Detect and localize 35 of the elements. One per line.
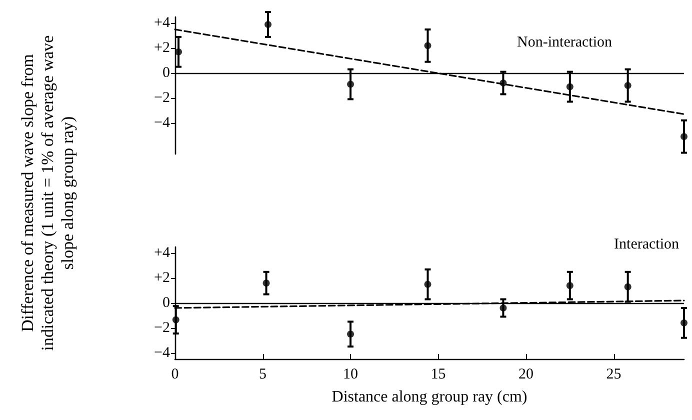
point xyxy=(347,330,354,338)
point xyxy=(500,80,507,87)
point xyxy=(566,83,574,90)
point xyxy=(624,283,632,290)
x-tick-label: 10 xyxy=(343,366,358,382)
point xyxy=(172,316,180,324)
y-axis-title: Difference of measured wave slope from indicated theory (1 unit = 1% of average wave slope along group ray) xyxy=(18,34,78,353)
y-tick-label: +2 xyxy=(154,40,170,56)
point xyxy=(424,280,432,288)
x-tick-label: 25 xyxy=(606,366,622,382)
text: Non-interaction xyxy=(517,34,612,50)
y-tick-label: 0 xyxy=(162,295,170,311)
point xyxy=(500,304,507,312)
y-tick-label: −2 xyxy=(154,90,170,106)
point xyxy=(175,48,182,56)
point xyxy=(624,82,632,89)
point xyxy=(424,42,432,50)
y-tick-label: +2 xyxy=(154,270,170,286)
x-axis-title: Distance along group ray (cm) xyxy=(332,388,528,406)
chart-title: Interaction xyxy=(614,236,680,252)
point xyxy=(264,20,272,28)
point xyxy=(680,319,688,326)
y-tick-label: −4 xyxy=(154,344,170,361)
y-tick-label: 0 xyxy=(162,65,170,82)
y-tick-label: −2 xyxy=(154,320,170,336)
y-tick-label: +4 xyxy=(154,245,170,262)
x-tick-label: 5 xyxy=(259,366,267,382)
point xyxy=(347,80,354,88)
x-tick-label: 15 xyxy=(430,366,446,382)
point xyxy=(262,280,270,287)
x-tick-label: 20 xyxy=(518,366,534,382)
y-tick-label: +4 xyxy=(154,15,170,32)
point xyxy=(680,133,688,140)
point xyxy=(566,282,574,290)
y-tick-label: −4 xyxy=(154,114,170,131)
